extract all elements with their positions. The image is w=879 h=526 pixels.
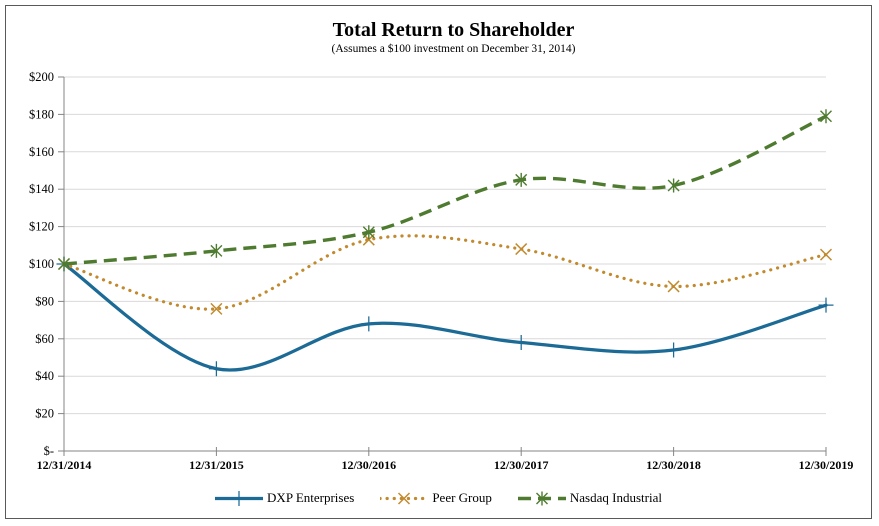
data-point-marker-star-icon xyxy=(515,172,528,187)
y-tick-label: $140 xyxy=(29,182,54,196)
data-point-marker-x-icon xyxy=(210,302,223,315)
y-tick-label: $160 xyxy=(29,145,54,159)
y-tick-label: $60 xyxy=(35,332,54,346)
data-point-marker-star-icon xyxy=(667,178,680,193)
peer-group-line-swatch-icon xyxy=(380,491,429,505)
legend-marker-star-icon xyxy=(535,491,548,505)
data-point-marker-star-icon xyxy=(210,243,223,258)
x-tick-label: 12/30/2018 xyxy=(646,458,701,472)
data-point-marker-x-icon xyxy=(515,243,528,256)
x-tick-label: 12/30/2019 xyxy=(799,458,854,472)
chart-header: Total Return to Shareholder (Assumes a $… xyxy=(36,19,871,55)
y-tick-label: $180 xyxy=(29,107,54,121)
series-line-nasdaq-industrial xyxy=(63,114,827,266)
y-tick-label: $40 xyxy=(35,369,54,383)
legend-marker-plus-icon xyxy=(231,490,247,506)
legend-label-dxp-enterprises: DXP Enterprises xyxy=(267,490,355,505)
x-tick-label: 12/30/2016 xyxy=(341,458,396,472)
y-tick-label: $- xyxy=(44,444,54,458)
legend: DXP Enterprises Peer Group Nasdaq Indust… xyxy=(6,488,871,508)
chart-subtitle: (Assumes a $100 investment on December 3… xyxy=(331,43,576,55)
data-point-marker-plus-icon xyxy=(361,316,377,332)
data-point-marker-star-icon xyxy=(362,225,375,240)
nasdaq-line-swatch-icon xyxy=(517,491,566,505)
data-point-marker-plus-icon xyxy=(818,297,834,313)
data-point-marker-star-icon xyxy=(820,109,832,124)
legend-label-peer-group: Peer Group xyxy=(432,490,492,505)
x-tick-label: 12/31/2015 xyxy=(189,458,244,472)
data-point-marker-x-icon xyxy=(819,248,833,261)
data-point-marker-plus-icon xyxy=(513,335,529,351)
y-tick-label: $20 xyxy=(35,407,54,421)
series-line-dxp-enterprises xyxy=(62,262,828,372)
legend-item-peer-group: Peer Group xyxy=(380,490,492,507)
legend-marker-x-icon xyxy=(398,491,411,505)
data-point-marker-x-icon xyxy=(667,280,680,293)
legend-item-dxp-enterprises: DXP Enterprises xyxy=(215,490,354,507)
dxp-line-swatch-icon xyxy=(215,490,264,506)
y-tick-label: $80 xyxy=(35,294,54,308)
chart-frame: Total Return to Shareholder (Assumes a $… xyxy=(5,5,872,519)
data-point-marker-plus-icon xyxy=(666,342,682,358)
x-tick-label: 12/30/2017 xyxy=(494,458,549,472)
legend-item-nasdaq-industrial: Nasdaq Industrial xyxy=(517,490,662,507)
y-tick-label: $120 xyxy=(29,220,54,234)
data-point-marker-plus-icon xyxy=(208,361,224,377)
y-tick-label: $200 xyxy=(29,70,54,84)
chart-title: Total Return to Shareholder xyxy=(332,19,575,41)
series-line-peer-group xyxy=(62,234,828,311)
plot-area: $200$180$160$140$120$100$80$60$40$20$-12… xyxy=(29,70,854,472)
data-point-marker-star-icon xyxy=(58,257,70,271)
y-tick-label: $100 xyxy=(29,257,54,271)
legend-label-nasdaq-industrial: Nasdaq Industrial xyxy=(569,490,662,505)
x-tick-label: 12/31/2014 xyxy=(37,458,92,472)
